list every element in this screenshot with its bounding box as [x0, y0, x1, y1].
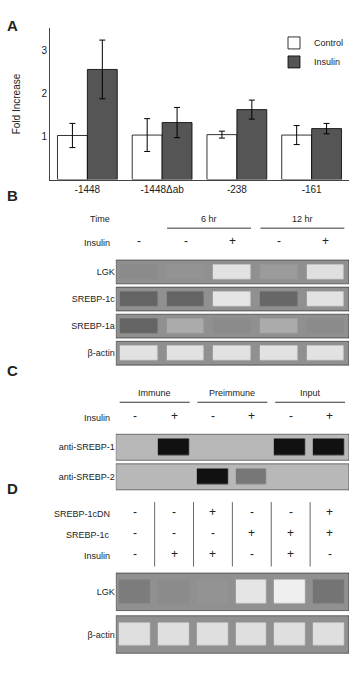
svg-text:β-actin: β-actin [88, 630, 115, 640]
svg-text:D: D [7, 480, 18, 497]
svg-text:+: + [248, 526, 255, 540]
svg-text:+: + [287, 547, 294, 561]
svg-text:LGK: LGK [97, 587, 115, 597]
svg-text:1: 1 [41, 131, 47, 142]
svg-text:Insulin: Insulin [84, 551, 110, 561]
svg-text:-: - [250, 547, 254, 561]
svg-text:-: - [133, 547, 137, 561]
svg-text:12 hr: 12 hr [292, 214, 313, 224]
svg-text:anti-SREBP-2: anti-SREBP-2 [59, 472, 115, 482]
svg-text:B: B [7, 187, 18, 204]
svg-text:-: - [137, 234, 141, 248]
svg-text:Preimmune: Preimmune [209, 388, 255, 398]
svg-text:+: + [229, 234, 236, 248]
svg-text:-: - [172, 505, 176, 519]
svg-text:+: + [326, 505, 333, 519]
svg-text:Insulin: Insulin [84, 238, 110, 248]
svg-text:+: + [209, 505, 216, 519]
svg-text:+: + [171, 547, 178, 561]
svg-text:-: - [133, 526, 137, 540]
svg-text:-1448Δab: -1448Δab [140, 184, 184, 195]
svg-text:SREBP-1a: SREBP-1a [71, 321, 115, 331]
svg-text:SREBP-1cDN: SREBP-1cDN [54, 509, 110, 519]
svg-text:+: + [209, 547, 216, 561]
svg-text:+: + [326, 409, 333, 423]
svg-text:+: + [171, 409, 178, 423]
svg-text:-161: -161 [302, 184, 322, 195]
svg-text:Control: Control [314, 38, 343, 48]
svg-text:+: + [248, 409, 255, 423]
svg-text:-: - [289, 409, 293, 423]
svg-text:A: A [7, 17, 18, 34]
svg-text:-: - [277, 234, 281, 248]
svg-text:-: - [133, 409, 137, 423]
svg-text:6 hr: 6 hr [201, 214, 217, 224]
svg-text:-: - [172, 526, 176, 540]
svg-text:-1448: -1448 [75, 184, 101, 195]
svg-text:β-actin: β-actin [88, 348, 115, 358]
svg-text:+: + [326, 526, 333, 540]
svg-text:LGK: LGK [97, 267, 115, 277]
svg-text:+: + [322, 234, 329, 248]
svg-text:-: - [184, 234, 188, 248]
svg-text:Time: Time [90, 214, 110, 224]
svg-text:-238: -238 [227, 184, 247, 195]
svg-text:-: - [133, 505, 137, 519]
svg-text:Input: Input [300, 388, 321, 398]
svg-text:-: - [211, 526, 215, 540]
svg-text:-: - [250, 505, 254, 519]
svg-text:anti-SREBP-1: anti-SREBP-1 [59, 442, 115, 452]
svg-text:SREBP-1c: SREBP-1c [72, 294, 116, 304]
svg-text:-: - [328, 547, 332, 561]
svg-text:2: 2 [41, 88, 47, 99]
svg-text:Immune: Immune [138, 388, 171, 398]
svg-text:C: C [7, 362, 18, 379]
svg-text:+: + [287, 526, 294, 540]
svg-text:-: - [289, 505, 293, 519]
svg-text:3: 3 [41, 45, 47, 56]
svg-text:Fold Increase: Fold Increase [11, 73, 22, 134]
svg-text:-: - [211, 409, 215, 423]
svg-text:Insulin: Insulin [314, 57, 340, 67]
svg-text:SREBP-1c: SREBP-1c [66, 530, 110, 540]
svg-text:Insulin: Insulin [84, 413, 110, 423]
